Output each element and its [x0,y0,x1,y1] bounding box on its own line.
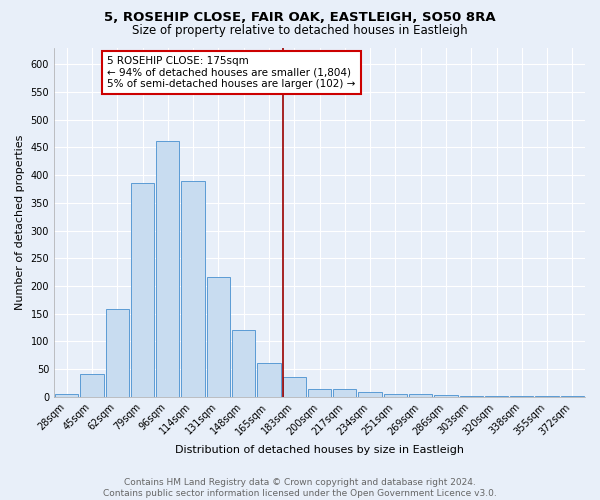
Bar [257,362,281,397]
Bar [485,396,508,397]
Bar [535,396,559,397]
Text: 5 ROSEHIP CLOSE: 175sqm
← 94% of detached houses are smaller (1,804)
5% of semi-: 5 ROSEHIP CLOSE: 175sqm ← 94% of detache… [107,56,356,89]
Y-axis label: Number of detached properties: Number of detached properties [15,134,25,310]
Bar [308,388,331,397]
Bar [207,276,230,397]
Bar [181,180,205,397]
Bar [131,184,154,397]
Bar [434,395,458,397]
Bar [358,392,382,397]
X-axis label: Distribution of detached houses by size in Eastleigh: Distribution of detached houses by size … [175,445,464,455]
Bar [232,330,256,397]
Text: 5, ROSEHIP CLOSE, FAIR OAK, EASTLEIGH, SO50 8RA: 5, ROSEHIP CLOSE, FAIR OAK, EASTLEIGH, S… [104,11,496,24]
Bar [55,394,79,397]
Bar [333,388,356,397]
Bar [156,140,179,397]
Bar [561,396,584,397]
Text: Size of property relative to detached houses in Eastleigh: Size of property relative to detached ho… [132,24,468,37]
Bar [384,394,407,397]
Bar [106,310,129,397]
Bar [80,374,104,397]
Bar [510,396,533,397]
Bar [460,396,483,397]
Text: Contains HM Land Registry data © Crown copyright and database right 2024.
Contai: Contains HM Land Registry data © Crown c… [103,478,497,498]
Bar [409,394,432,397]
Bar [283,378,306,397]
